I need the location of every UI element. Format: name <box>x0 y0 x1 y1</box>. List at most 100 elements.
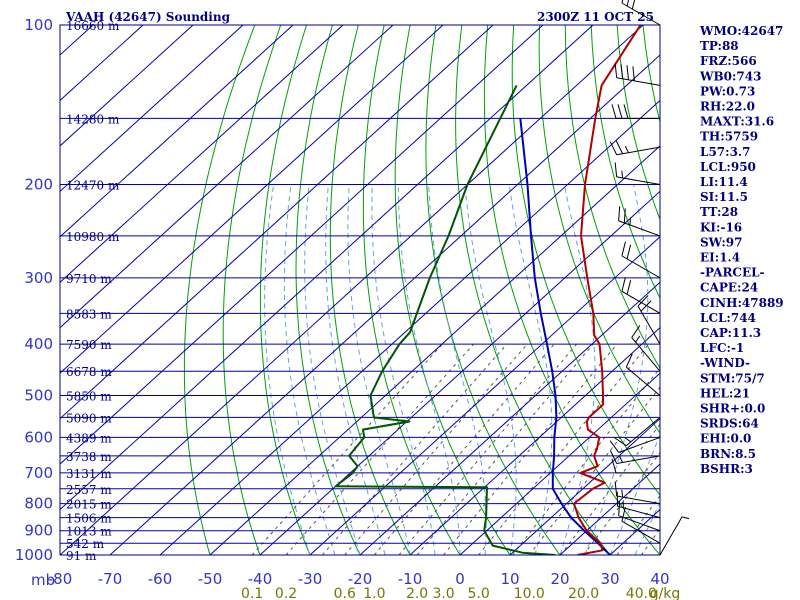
index-value: SHR+:0.0 <box>700 402 765 416</box>
mixing-ratio-unit: g/kg <box>650 586 681 600</box>
index-value: LFC:-1 <box>700 341 744 355</box>
wind-barb <box>614 63 661 86</box>
pressure-tick-label: 500 <box>24 386 53 404</box>
wind-barb-flag <box>611 104 617 119</box>
index-value: LI:11.4 <box>700 175 748 189</box>
wind-barb-flag <box>609 141 618 155</box>
pressure-tick-label: 400 <box>24 335 53 353</box>
isotherm-line <box>60 25 544 465</box>
index-value: LCL:950 <box>700 160 756 174</box>
wind-barb <box>609 450 661 464</box>
wind-barb-staff <box>618 220 661 237</box>
temperature-tick-label: -60 <box>148 570 173 588</box>
wind-barb <box>621 506 661 544</box>
isotherm-line <box>60 25 594 511</box>
index-value: CAP:11.3 <box>700 326 761 340</box>
height-label: 3738 m <box>66 450 112 464</box>
moist-adiabat-line <box>634 501 660 555</box>
wind-barb-staff <box>616 77 661 86</box>
wind-barb-half <box>624 145 629 153</box>
pressure-tick-label: 800 <box>24 495 53 513</box>
wind-barb-half <box>629 217 631 225</box>
wind-barb-staff <box>621 255 661 279</box>
temperature-line <box>573 25 642 555</box>
wind-barb-flag <box>623 208 626 223</box>
wind-barb-flag <box>609 450 618 464</box>
mixing-ratio-label: 0.6 <box>334 586 356 600</box>
wind-barb <box>611 104 660 119</box>
wind-barb-flag <box>621 241 626 256</box>
wind-barb-flag <box>620 64 624 79</box>
mixing-ratio-label: 20.0 <box>568 586 599 600</box>
pressure-tick-label: 100 <box>24 16 53 34</box>
index-value: EI:1.4 <box>700 251 740 265</box>
temperature-tick-label: -30 <box>298 570 323 588</box>
wind-barb-flag <box>609 440 620 453</box>
isotherm-line <box>159 99 660 555</box>
wind-barb-staff <box>616 495 661 505</box>
wind-barb-flag <box>621 277 626 292</box>
wind-barb-flag <box>626 244 632 259</box>
height-label: 6678 m <box>66 365 112 379</box>
wind-barb-staff <box>625 366 661 396</box>
height-label: 14280 m <box>66 112 120 126</box>
height-label: 1506 m <box>66 512 112 526</box>
index-value: WMO:42647 <box>699 24 783 38</box>
height-label: 1013 m <box>66 525 112 539</box>
mixing-ratio-label: 1.0 <box>363 586 385 600</box>
isotherm-line <box>60 25 344 283</box>
height-label: 8583 m <box>66 307 112 321</box>
wind-barb-staff <box>616 146 661 156</box>
temperature-tick-label: -80 <box>48 570 73 588</box>
isotherm-line <box>60 25 494 420</box>
index-value: WB0:743 <box>699 69 761 83</box>
isotherm-line <box>559 463 660 555</box>
temperature-tick-label: 10 <box>500 570 519 588</box>
temperature-tick-label: 30 <box>600 570 619 588</box>
wind-barb-flag <box>615 140 624 154</box>
height-label: 16660 m <box>66 19 120 33</box>
index-value: RH:22.0 <box>700 100 755 114</box>
chart-title: VAAH (42647) Sounding <box>65 10 231 24</box>
isotherm-line <box>209 145 660 555</box>
wind-barb-staff <box>621 520 661 544</box>
isotherm-line <box>60 25 644 555</box>
index-value: TP:88 <box>700 39 739 53</box>
wind-barb-staff <box>625 417 661 447</box>
index-value: MAXT:31.6 <box>700 115 774 129</box>
index-value: SW:97 <box>700 235 742 249</box>
wind-barb-staff <box>618 436 661 453</box>
wind-barb-staff <box>621 2 661 26</box>
height-label: 2015 m <box>66 498 112 512</box>
isotherm-line <box>409 327 660 555</box>
wind-barb <box>618 501 661 532</box>
index-value: TT:28 <box>700 205 738 219</box>
isotherm-line <box>60 25 444 374</box>
wind-barb <box>621 277 661 314</box>
pressure-tick-label: 900 <box>24 522 53 540</box>
index-value: KI:-16 <box>700 220 742 234</box>
index-value: -PARCEL- <box>700 266 765 280</box>
wind-barb <box>631 325 661 372</box>
index-value: BRN:8.5 <box>700 447 756 461</box>
index-value: HEL:21 <box>700 386 750 400</box>
height-label: 5090 m <box>66 411 112 425</box>
index-value: CINH:47889 <box>700 296 784 310</box>
temperature-tick-label: 0 <box>455 570 465 588</box>
temperature-tick-label: -10 <box>398 570 423 588</box>
height-label: 4389 m <box>66 431 112 445</box>
height-label: 3131 m <box>66 467 112 481</box>
wind-barb <box>637 295 661 345</box>
temperature-tick-label: -40 <box>248 570 273 588</box>
wind-barb-staff <box>617 505 661 519</box>
pressure-tick-label: 600 <box>24 428 53 446</box>
wind-barb-flag <box>626 0 630 7</box>
isotherm-line <box>60 25 194 147</box>
wind-barb <box>621 241 661 279</box>
wind-barb-flag <box>626 280 632 295</box>
index-value: PW:0.73 <box>700 84 755 98</box>
wind-barb-flag <box>618 206 621 221</box>
wind-barb-half <box>621 170 624 178</box>
